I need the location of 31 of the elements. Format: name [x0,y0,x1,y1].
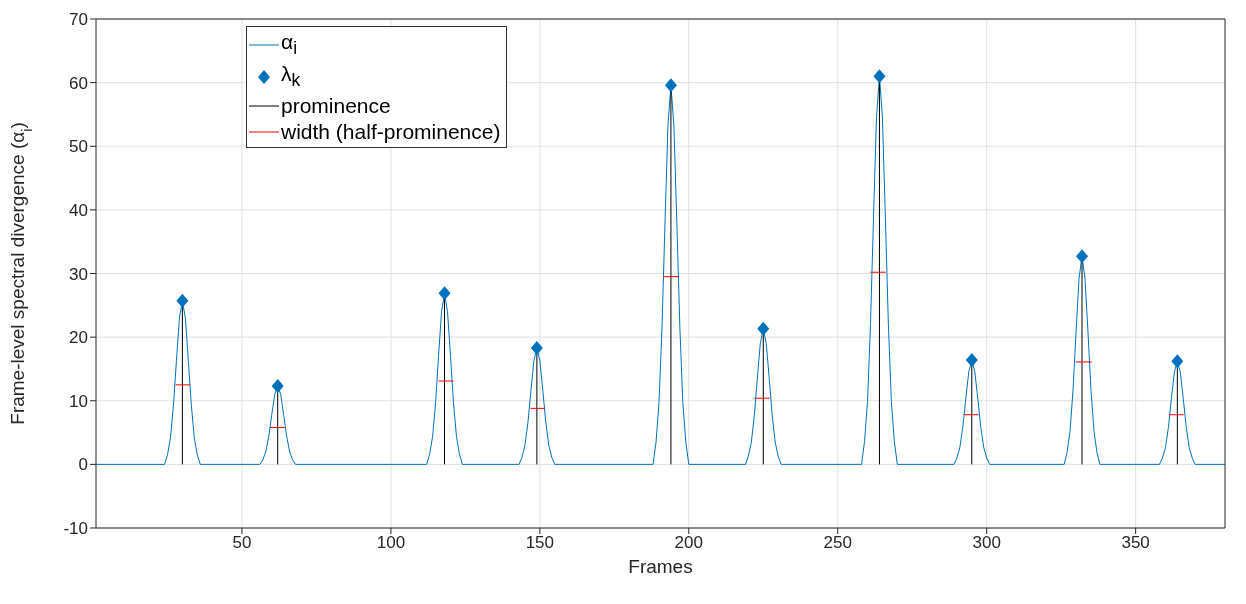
legend-label: α$_{i}$ [281,29,298,61]
point [530,340,543,355]
x-tick-label: 100 [376,533,406,553]
x-tick-label: 150 [525,533,555,553]
y-tick-label: 70 [69,10,88,30]
x-tick-label: 250 [823,533,852,553]
legend-label: λ$_{k}$ [281,61,301,93]
y-tick-label: -10 [63,519,88,539]
point [438,286,451,301]
legend-label: width (half-prominence) [281,119,501,146]
y-tick-label: 20 [69,328,88,348]
x-tick-label: 350 [1121,533,1150,553]
point [271,379,284,394]
x-tick-label: 200 [674,533,703,553]
point [1076,249,1089,264]
y-tick-label: 0 [78,455,88,475]
x-tick-label: 50 [232,533,252,553]
point [176,293,189,308]
point [664,78,677,93]
y-tick-label: 60 [69,73,88,93]
point [757,321,770,336]
point [1171,354,1184,369]
y-tick-label: 40 [69,200,88,220]
x-tick-label: 300 [972,533,1001,553]
point [965,353,978,368]
y-tick-label: 10 [69,391,88,411]
legend-label: prominence [281,93,391,120]
y-tick-label: 50 [69,137,88,157]
x-axis-title: Frames [628,556,693,577]
point [873,69,886,84]
y-tick-label: 30 [69,264,88,284]
